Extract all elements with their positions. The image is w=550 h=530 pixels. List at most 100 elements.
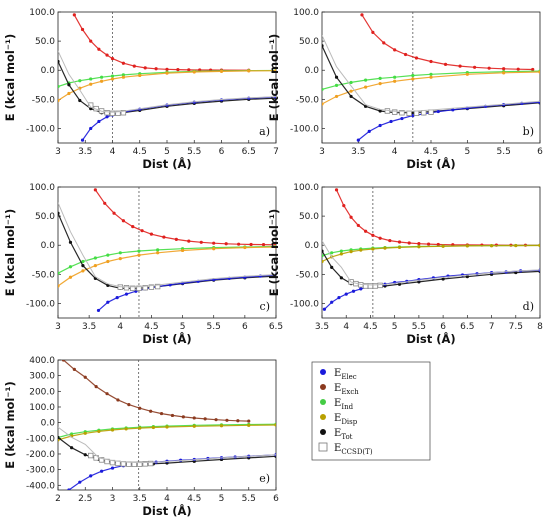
x-tick-label: 7 <box>489 322 495 332</box>
exch-point <box>105 392 109 396</box>
tot-point <box>58 59 60 64</box>
x-tick-label: 4 <box>110 147 116 157</box>
disp-point <box>58 98 60 103</box>
y-tick-label: -50.0 <box>32 270 56 280</box>
exch-point <box>473 65 477 69</box>
exch-point <box>181 415 185 419</box>
exch-point <box>502 67 506 71</box>
ccsd-point <box>120 110 127 116</box>
disp-point <box>334 94 339 99</box>
elec-point <box>436 109 440 114</box>
y-tick-label: 50.0 <box>35 212 55 222</box>
ccsd-point <box>413 110 420 117</box>
disp-point <box>349 250 353 254</box>
exch-point <box>89 39 93 43</box>
disp-point <box>383 246 387 250</box>
elec-point <box>100 469 104 473</box>
exch-line <box>63 360 249 422</box>
exch-point <box>426 242 431 246</box>
exch-point <box>170 413 175 418</box>
ind-point <box>137 249 141 253</box>
ind-point <box>322 87 324 92</box>
tot-point <box>322 249 324 253</box>
exch-point <box>93 188 97 192</box>
tot-point <box>81 264 85 268</box>
exch-point <box>105 53 109 57</box>
y-axis-label: E (kcal mol⁻¹) <box>3 381 17 468</box>
y-tick-label: 100.0 <box>29 8 55 18</box>
legend-marker-ccsd <box>318 442 328 452</box>
exch-point <box>132 64 136 68</box>
exch-point <box>80 27 85 32</box>
y-tick-label: -100.0 <box>26 299 55 309</box>
disp-point <box>138 73 142 78</box>
y-tick-label: -50.0 <box>296 95 320 105</box>
x-axis-label: Dist (Å) <box>142 156 191 171</box>
disp-point <box>180 248 185 253</box>
exch-point <box>121 219 125 223</box>
y-tick-label: 50.0 <box>299 37 319 47</box>
disp-point <box>110 77 115 81</box>
ccsd-point <box>154 283 161 290</box>
y-tick-label: 0.0 <box>305 241 320 251</box>
x-axis-label: Dist (Å) <box>142 503 191 518</box>
x-axis-label: Dist (Å) <box>406 156 455 171</box>
y-axis-label: E (kcal mol⁻¹) <box>267 209 281 296</box>
ccsd-point <box>88 452 94 459</box>
disp-point <box>247 423 251 427</box>
exch-point <box>149 232 154 236</box>
y-tick-label: 300.0 <box>29 372 55 382</box>
x-tick-label: 6.5 <box>460 322 474 332</box>
exch-point <box>403 52 408 57</box>
exch-point <box>436 242 440 247</box>
disp-line <box>58 246 276 287</box>
ind-point <box>156 248 160 252</box>
disp-point <box>137 253 141 257</box>
x-tick-label: 6 <box>219 147 225 157</box>
elec-point <box>351 289 356 293</box>
x-tick-label: 3.5 <box>351 147 365 157</box>
disp-point <box>121 75 125 79</box>
ccsd-line <box>322 35 540 112</box>
ind-point <box>118 251 122 255</box>
ccsd-point <box>399 110 405 116</box>
elec-point <box>367 129 371 133</box>
exch-point <box>249 242 253 247</box>
y-tick-label: -100.0 <box>26 434 55 444</box>
exch-point <box>94 385 98 389</box>
exch-point <box>397 240 402 244</box>
exch-point <box>247 419 251 423</box>
panel-label: b) <box>523 125 534 138</box>
disp-point <box>274 69 276 73</box>
ind-point <box>411 73 415 78</box>
exch-point <box>165 67 169 71</box>
x-tick-label: 4 <box>164 494 170 504</box>
x-tick-label: 4 <box>392 147 398 157</box>
x-tick-label: 8 <box>537 322 543 332</box>
x-tick-label: 3.5 <box>315 322 329 332</box>
panel-label: a) <box>259 125 270 138</box>
exch-point <box>159 411 164 416</box>
y-tick-label: 50.0 <box>35 37 55 47</box>
disp-point <box>219 69 224 73</box>
disp-point <box>100 79 104 83</box>
ind-point <box>393 75 397 79</box>
x-tick-label: 7 <box>273 147 279 157</box>
disp-point <box>489 244 494 248</box>
ccsd-point <box>391 109 398 115</box>
exch-point <box>72 367 76 371</box>
exch-point <box>356 223 360 228</box>
exch-point <box>149 409 153 413</box>
exch-point <box>192 416 196 420</box>
x-tick-label: 4.5 <box>187 494 201 504</box>
x-axis-label: Dist (Å) <box>406 331 455 346</box>
exch-point <box>140 229 144 233</box>
ind-point <box>106 253 110 257</box>
disp-point <box>322 102 324 106</box>
plot-area <box>58 187 276 318</box>
exch-point <box>116 398 120 402</box>
ind-point <box>349 80 353 85</box>
tot-point <box>417 280 421 284</box>
x-tick-label: 3 <box>55 322 61 332</box>
